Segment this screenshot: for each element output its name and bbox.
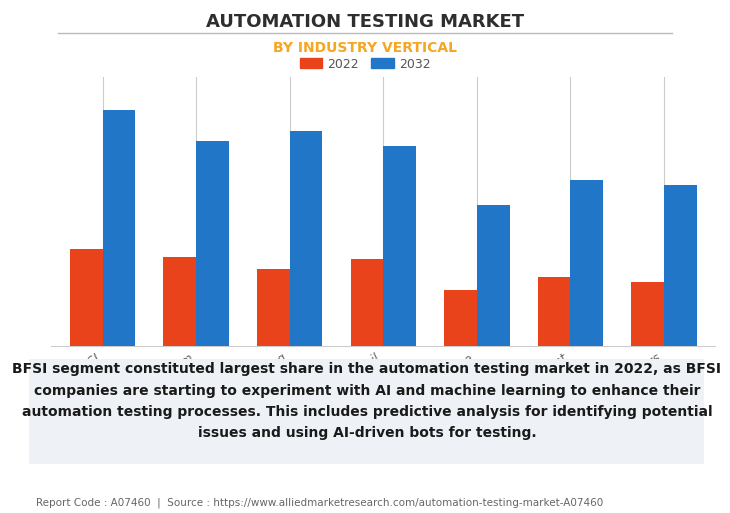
Bar [70, 249, 102, 346]
Bar [664, 185, 696, 346]
Bar [102, 110, 135, 346]
Bar [164, 256, 196, 346]
Bar [350, 259, 383, 346]
Bar [570, 180, 603, 346]
Text: AUTOMATION TESTING MARKET: AUTOMATION TESTING MARKET [206, 13, 524, 31]
Text: BY INDUSTRY VERTICAL: BY INDUSTRY VERTICAL [273, 41, 457, 55]
Bar [257, 269, 290, 346]
Bar [477, 205, 510, 346]
Legend: 2022, 2032: 2022, 2032 [295, 53, 435, 75]
Bar [383, 146, 416, 346]
Text: Report Code : A07460  |  Source : https://www.alliedmarketresearch.com/automatio: Report Code : A07460 | Source : https://… [36, 498, 604, 508]
Bar [537, 277, 570, 346]
Text: BFSI segment constituted largest share in the automation testing market in 2022,: BFSI segment constituted largest share i… [12, 363, 721, 440]
Bar [444, 290, 477, 346]
Bar [196, 141, 229, 346]
Bar [631, 282, 664, 346]
Bar [290, 131, 323, 346]
